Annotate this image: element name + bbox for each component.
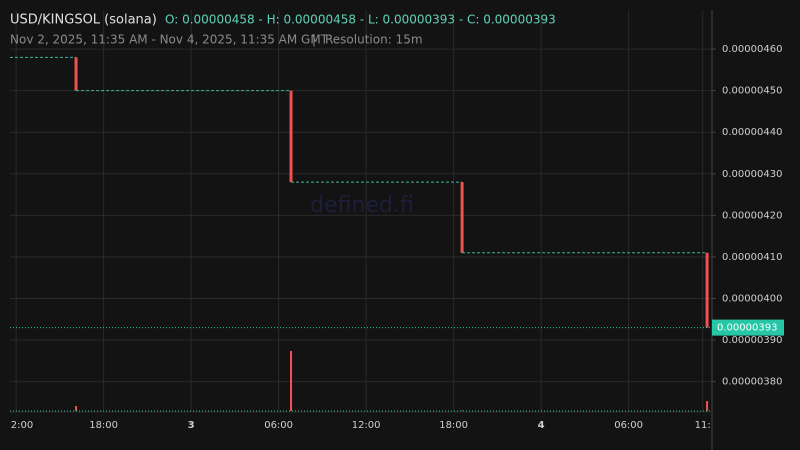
resolution: Resolution: 15m (325, 33, 423, 47)
y-tick-label: 0.00000430 (722, 169, 782, 180)
y-tick-label: 0.00000460 (722, 44, 782, 55)
subtitle: Nov 2, 2025, 11:35 AM - Nov 4, 2025, 11:… (10, 33, 329, 47)
y-tick-label: 0.00000400 (722, 294, 782, 305)
candle-body (74, 57, 78, 91)
candle-body (705, 252, 709, 328)
x-tick-label: 06:00 (264, 420, 293, 431)
grid (10, 10, 712, 412)
ohlc-label: O: 0.00000458 - H: 0.00000458 - L: 0.000… (165, 13, 556, 27)
chart-title: USD/KINGSOL (solana) (10, 13, 157, 28)
y-tick-label: 0.00000410 (722, 252, 782, 263)
x-tick-label: 11: (695, 420, 711, 431)
y-tick-label: 0.00000440 (722, 127, 782, 138)
y-tick-label: 0.00000380 (722, 377, 782, 388)
y-tick-label: 0.00000450 (722, 86, 782, 97)
x-tick-label: 12:00 (352, 420, 381, 431)
candle-body (460, 182, 464, 253)
x-tick-label: 18:00 (89, 420, 118, 431)
candle-body (289, 90, 293, 183)
watermark: defined.fi (310, 193, 414, 218)
x-tick-label: 3 (188, 420, 195, 431)
last-price-label: 0.00000393 (717, 323, 777, 334)
separator: | (312, 33, 316, 47)
y-tick-label: 0.00000420 (722, 210, 782, 221)
last-price-badge (712, 319, 784, 336)
x-tick-label: 2:00 (11, 420, 33, 431)
x-tick-label: 18:00 (439, 420, 468, 431)
x-tick-label: 4 (538, 420, 545, 431)
x-tick-label: 06:00 (614, 420, 643, 431)
y-tick-label: 0.00000390 (722, 335, 782, 346)
